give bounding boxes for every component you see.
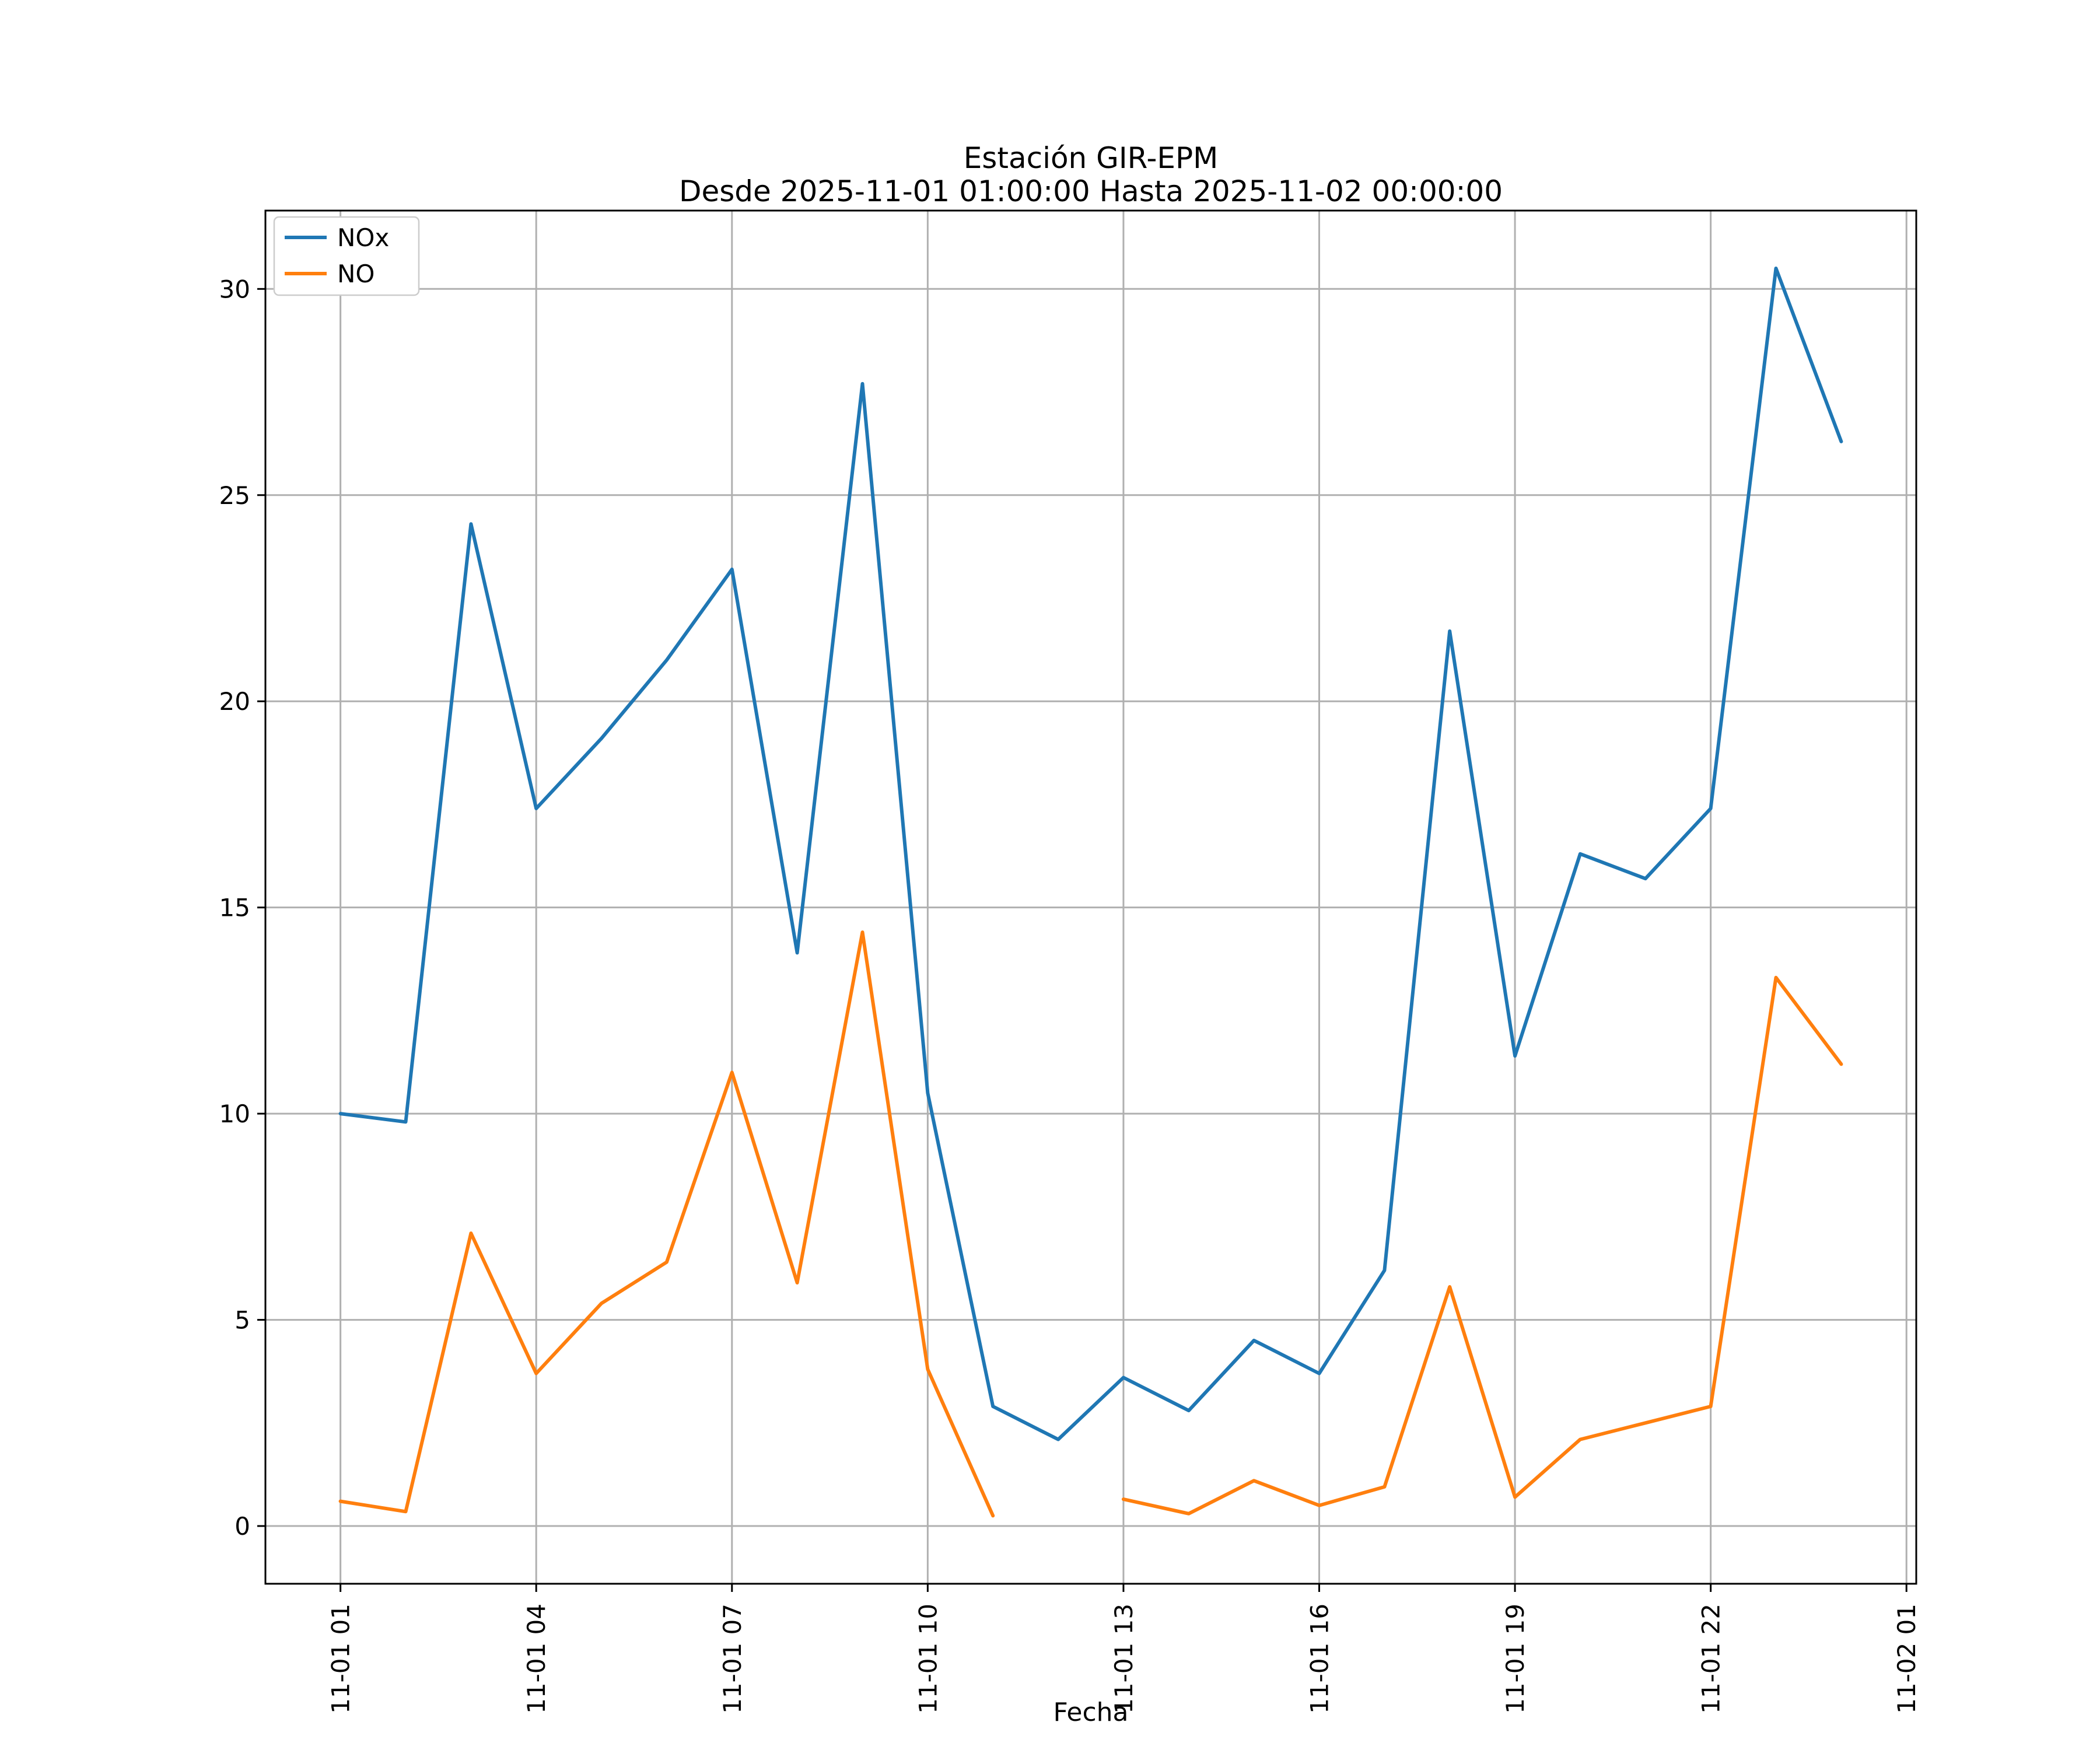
axis-ticks: 11-01 01 11-01 04 11-01 07 11-01 10 11-01 13… bbox=[219, 275, 1922, 1714]
x-tick-label: 11-01 01 bbox=[327, 1604, 355, 1714]
data-series bbox=[338, 267, 1843, 1518]
no-line bbox=[338, 930, 1843, 1518]
y-tick-label: 30 bbox=[219, 275, 250, 303]
x-tick-label: 11-01 07 bbox=[718, 1604, 747, 1714]
y-tick-label: 20 bbox=[219, 687, 250, 716]
chart-subtitle: Desde 2025-11-01 01:00:00 Hasta 2025-11-… bbox=[679, 174, 1503, 208]
y-tick-label: 0 bbox=[235, 1512, 250, 1541]
x-tick-label: 11-01 10 bbox=[914, 1604, 942, 1714]
x-tick-label: 11-02 01 bbox=[1892, 1604, 1921, 1714]
chart-title: Estación GIR-EPM bbox=[964, 141, 1219, 175]
legend-label-no: NO bbox=[337, 260, 374, 288]
y-tick-label: 25 bbox=[219, 481, 250, 510]
x-axis-label: Fecha bbox=[1053, 1698, 1128, 1727]
plot-border bbox=[264, 209, 1917, 1585]
x-tick-label: 11-01 04 bbox=[522, 1604, 551, 1714]
x-tick-label: 11-01 16 bbox=[1306, 1604, 1334, 1714]
x-tick-label: 11-01 19 bbox=[1501, 1604, 1530, 1714]
x-tick-label: 11-01 22 bbox=[1697, 1604, 1726, 1714]
x-tick-label: 11-01 13 bbox=[1110, 1604, 1138, 1714]
nox-line bbox=[338, 267, 1843, 1441]
y-tick-label: 15 bbox=[219, 894, 250, 922]
y-tick-label: 10 bbox=[219, 1100, 250, 1128]
grid-lines bbox=[265, 211, 1916, 1584]
y-tick-label: 5 bbox=[235, 1306, 250, 1335]
legend-label-nox: NOx bbox=[337, 223, 389, 252]
legend[interactable]: NOx NO bbox=[273, 216, 420, 296]
